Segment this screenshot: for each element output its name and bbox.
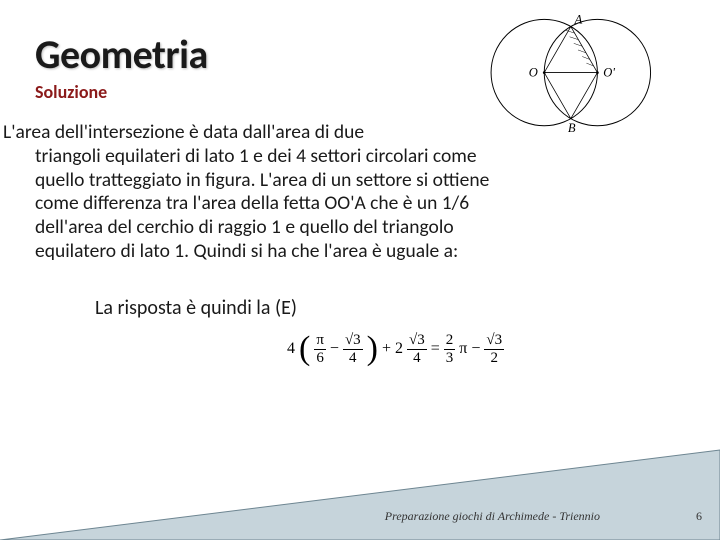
eq: = xyxy=(431,340,440,358)
line-OB xyxy=(544,73,571,119)
frac-d5: 2 xyxy=(484,350,504,366)
pi2: π xyxy=(459,340,467,358)
frac-n2: √3 xyxy=(343,333,363,350)
plus2: + 2 xyxy=(382,340,403,358)
rparen-icon: ) xyxy=(367,330,378,368)
label-B: B xyxy=(568,121,576,135)
frac-23: 2 3 xyxy=(444,333,456,366)
formula: 4 ( π 6 − √3 4 ) + 2 √3 4 = 2 3 π − xyxy=(285,330,545,368)
dot-Oprime xyxy=(596,71,599,74)
frac-r32: √3 2 xyxy=(484,333,504,366)
frac-n: π xyxy=(314,333,326,350)
frac-d3: 4 xyxy=(407,350,427,366)
frac-n4: 2 xyxy=(444,333,456,350)
frac-r34: √3 4 xyxy=(343,333,363,366)
line-OA xyxy=(544,27,571,73)
body-first-line: L'area dell'intersezione è data dall'are… xyxy=(3,120,364,144)
line-OpB xyxy=(571,73,598,119)
f-4: 4 xyxy=(287,340,295,358)
frac-r34b: √3 4 xyxy=(407,333,427,366)
label-O: O xyxy=(529,65,538,79)
slide: Geometria Soluzione L'area dell'intersez… xyxy=(0,0,720,540)
body-rest: triangoli equilateri di lato 1 e dei 4 s… xyxy=(35,145,500,264)
frac-d: 6 xyxy=(314,350,326,366)
frac-d4: 3 xyxy=(444,350,456,366)
minus-1: − xyxy=(330,340,339,358)
formula-row: 4 ( π 6 − √3 4 ) + 2 √3 4 = 2 3 π − xyxy=(285,330,545,368)
intersecting-circles-figure: O O' A B xyxy=(480,2,680,147)
label-Oprime: O' xyxy=(603,65,615,79)
lparen-icon: ( xyxy=(299,330,310,368)
frac-n3: √3 xyxy=(407,333,427,350)
page-number: 6 xyxy=(696,509,702,524)
label-A: A xyxy=(574,13,583,27)
body-text: L'area dell'intersezione è data dall'are… xyxy=(35,121,500,264)
frac-d2: 4 xyxy=(343,350,363,366)
dot-O xyxy=(543,71,546,74)
hatched-sector xyxy=(565,30,593,66)
answer-text: La risposta è quindi la (E) xyxy=(95,296,695,320)
footer-text: Preparazione giochi di Archimede - Trien… xyxy=(385,509,600,524)
frac-n5: √3 xyxy=(484,333,504,350)
frac-pi6: π 6 xyxy=(314,333,326,366)
minus-2: − xyxy=(471,340,480,358)
decorative-triangle-icon xyxy=(0,390,720,540)
